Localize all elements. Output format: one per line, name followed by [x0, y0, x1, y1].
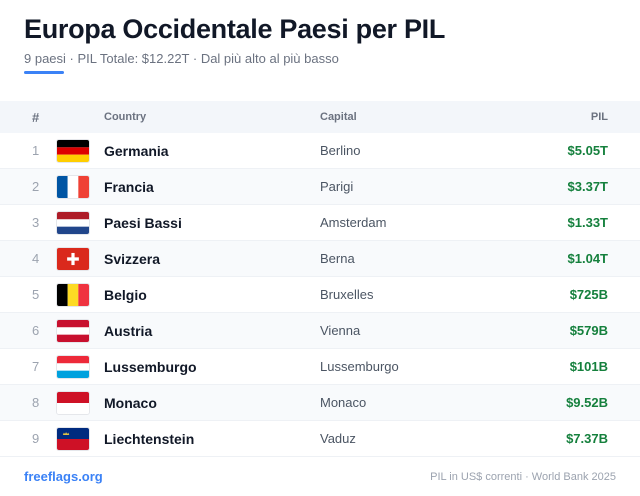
row-rank: 4 [32, 251, 40, 266]
table-row: 4 Svizzera Berna $1.04T [0, 241, 640, 277]
table-header: # Country Capital PIL [0, 101, 640, 133]
france-flag-icon [56, 174, 90, 199]
row-rank: 3 [32, 215, 40, 230]
table-row: 9 Liechtenstein Vaduz $7.37B [0, 421, 640, 457]
germany-flag-icon [56, 138, 90, 163]
table-row: 5 Belgio Bruxelles $725B [0, 277, 640, 313]
table-row: 2 Francia Parigi $3.37T [0, 169, 640, 205]
header-rank: # [32, 109, 40, 125]
table-row: 6 Austria Vienna $579B [0, 313, 640, 349]
table-row: 1 Germania Berlino $5.05T [0, 133, 640, 169]
liechtenstein-flag-icon [56, 426, 90, 451]
header-gdp: PIL [590, 111, 608, 123]
row-capital: Bruxelles [320, 287, 374, 302]
row-gdp: $725B [569, 287, 608, 302]
row-rank: 5 [32, 287, 40, 302]
row-capital: Monaco [320, 395, 367, 410]
row-capital: Vaduz [320, 431, 356, 446]
row-gdp: $5.05T [567, 143, 608, 158]
row-rank: 1 [32, 143, 40, 158]
row-gdp: $9.52B [566, 395, 608, 410]
monaco-flag-icon [56, 390, 90, 415]
row-country: Lussemburgo [104, 358, 197, 375]
row-gdp: $101B [569, 359, 608, 374]
row-country: Austria [104, 322, 153, 339]
row-capital: Vienna [320, 323, 361, 338]
source-note: PIL in US$ correnti · World Bank 2025 [430, 470, 616, 483]
page-subtitle: 9 paesi · PIL Totale: $12.22T · Dal più … [24, 51, 339, 66]
row-rank: 8 [32, 395, 40, 410]
belgium-flag-icon [56, 282, 90, 307]
row-capital: Parigi [320, 179, 354, 194]
row-gdp: $3.37T [567, 179, 608, 194]
row-rank: 7 [32, 359, 40, 374]
row-rank: 2 [32, 179, 40, 194]
netherlands-flag-icon [56, 210, 90, 235]
austria-flag-icon [56, 318, 90, 343]
row-country: Monaco [104, 394, 157, 411]
row-gdp: $1.04T [567, 251, 608, 266]
luxembourg-flag-icon [56, 354, 90, 379]
page-header: Europa Occidentale Paesi per PIL 9 paesi… [24, 12, 624, 68]
row-gdp: $7.37B [566, 431, 608, 446]
row-rank: 9 [32, 431, 40, 446]
row-country: Belgio [104, 286, 147, 303]
row-capital: Amsterdam [320, 215, 387, 230]
source-link[interactable]: freeflags.org [24, 469, 103, 484]
row-country: Liechtenstein [104, 430, 195, 447]
page-footer: freeflags.org PIL in US$ correnti · Worl… [0, 456, 640, 496]
table-row: 8 Monaco Monaco $9.52B [0, 385, 640, 421]
row-capital: Berlino [320, 143, 361, 158]
gdp-table: # Country Capital PIL 1 Germania Berlino… [0, 101, 640, 457]
row-country: Germania [104, 142, 169, 159]
row-country: Paesi Bassi [104, 214, 182, 231]
row-gdp: $1.33T [567, 215, 608, 230]
table-row: 7 Lussemburgo Lussemburgo $101B [0, 349, 640, 385]
row-capital: Lussemburgo [320, 359, 399, 374]
switzerland-flag-icon [56, 246, 90, 271]
page-title: Europa Occidentale Paesi per PIL [24, 14, 446, 44]
row-gdp: $579B [569, 323, 608, 338]
row-country: Svizzera [104, 250, 161, 267]
header-country: Country [104, 111, 147, 123]
header-capital: Capital [320, 111, 357, 123]
table-row: 3 Paesi Bassi Amsterdam $1.33T [0, 205, 640, 241]
title-accent-bar [24, 71, 64, 74]
row-rank: 6 [32, 323, 40, 338]
row-country: Francia [104, 178, 154, 195]
row-capital: Berna [320, 251, 355, 266]
